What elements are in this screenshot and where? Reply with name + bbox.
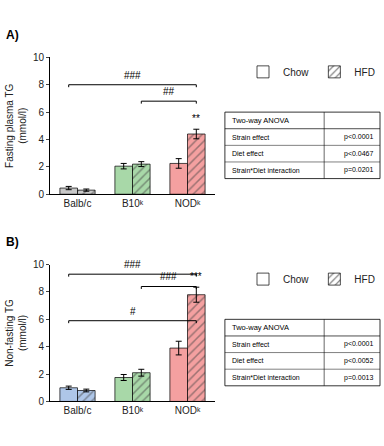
svg-text:Balb/c: Balb/c [64, 405, 92, 416]
svg-text:p<0.0052: p<0.0052 [344, 357, 373, 365]
svg-text:**: ** [192, 113, 200, 124]
svg-text:0: 0 [38, 189, 44, 200]
svg-text:###: ### [124, 70, 141, 81]
svg-text:#: # [130, 306, 136, 317]
svg-text:p=0.0201: p=0.0201 [344, 166, 373, 174]
svg-text:8: 8 [38, 79, 44, 90]
svg-text:NODᵏ: NODᵏ [175, 198, 201, 209]
svg-text:p<0.0467: p<0.0467 [344, 150, 373, 158]
svg-text:p<0.0001: p<0.0001 [344, 340, 373, 348]
svg-text:4: 4 [38, 134, 44, 145]
svg-text:B): B) [6, 235, 19, 249]
svg-text:##: ## [163, 86, 175, 97]
svg-text:4: 4 [38, 341, 44, 352]
svg-text:Chow: Chow [283, 274, 309, 285]
svg-text:2: 2 [38, 161, 44, 172]
svg-text:***: *** [190, 271, 202, 282]
svg-text:A): A) [6, 28, 19, 42]
svg-text:HFD: HFD [354, 274, 375, 285]
svg-text:Diet effect: Diet effect [232, 150, 263, 157]
svg-text:2: 2 [38, 369, 44, 380]
svg-text:Balb/c: Balb/c [64, 198, 92, 209]
svg-text:6: 6 [38, 314, 44, 325]
svg-text:Chow: Chow [283, 67, 309, 78]
svg-text:p<0.0001: p<0.0001 [344, 133, 373, 141]
svg-text:Two-way ANOVA: Two-way ANOVA [232, 323, 289, 332]
svg-text:###: ### [124, 259, 141, 270]
svg-text:B10ᵏ: B10ᵏ [122, 405, 144, 416]
svg-text:Strain*Diet interaction: Strain*Diet interaction [232, 374, 300, 381]
svg-text:6: 6 [38, 107, 44, 118]
svg-text:HFD: HFD [354, 67, 375, 78]
svg-text:Strain effect: Strain effect [232, 341, 269, 348]
svg-text:Strain*Diet interaction: Strain*Diet interaction [232, 167, 300, 174]
svg-text:Strain effect: Strain effect [232, 134, 269, 141]
svg-text:NODᵏ: NODᵏ [175, 405, 201, 416]
svg-text:Two-way ANOVA: Two-way ANOVA [232, 116, 289, 125]
svg-text:Diet effect: Diet effect [232, 357, 263, 364]
svg-text:0: 0 [38, 396, 44, 407]
svg-text:10: 10 [33, 259, 45, 270]
svg-text:Fasting plasma TG(mmol/l): Fasting plasma TG(mmol/l) [4, 83, 28, 168]
svg-text:B10ᵏ: B10ᵏ [122, 198, 144, 209]
svg-text:8: 8 [38, 286, 44, 297]
svg-text:p=0.0013: p=0.0013 [344, 374, 373, 382]
svg-text:###: ### [160, 271, 177, 282]
svg-text:10: 10 [33, 52, 45, 63]
svg-text:Non-fasting TG(mmol/l): Non-fasting TG(mmol/l) [4, 299, 28, 367]
